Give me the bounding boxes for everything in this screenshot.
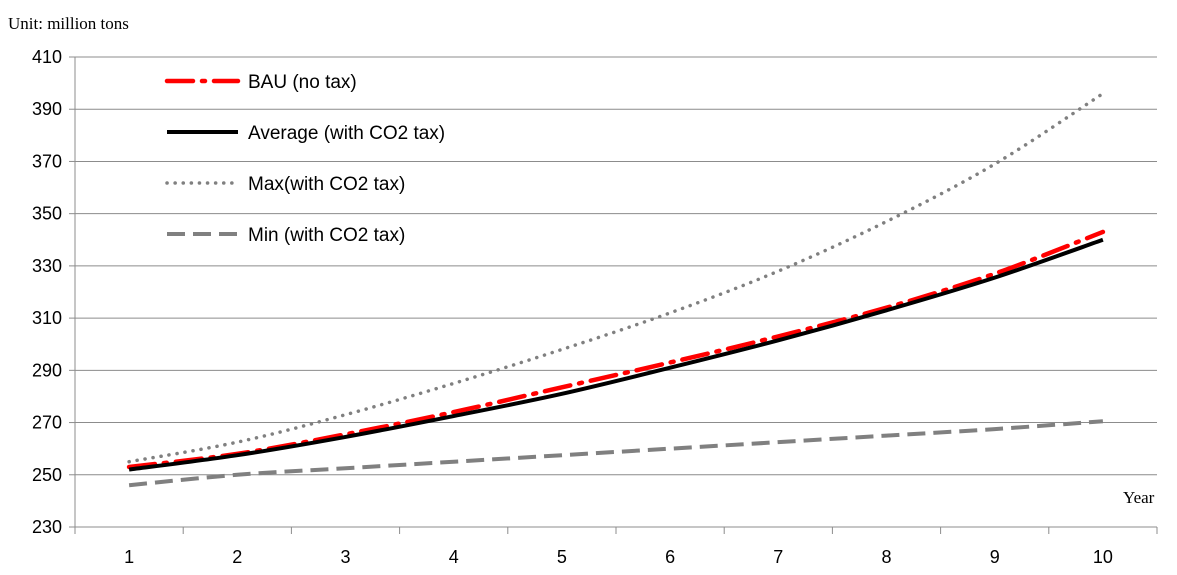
y-tick-label-410: 410 bbox=[32, 47, 62, 67]
y-tick-label-370: 370 bbox=[32, 151, 62, 171]
y-tick-label-230: 230 bbox=[32, 517, 62, 537]
x-axis-label: Year bbox=[1123, 488, 1155, 507]
x-tick-label-6: 6 bbox=[665, 547, 675, 567]
x-tick-label-4: 4 bbox=[449, 547, 459, 567]
x-tick-label-5: 5 bbox=[557, 547, 567, 567]
legend-label-2: Max(with CO2 tax) bbox=[248, 174, 405, 195]
x-tick-label-8: 8 bbox=[881, 547, 891, 567]
y-tick-label-330: 330 bbox=[32, 256, 62, 276]
legend-label-0: BAU (no tax) bbox=[248, 72, 357, 93]
series-lines bbox=[126, 91, 1106, 488]
x-tick-label-3: 3 bbox=[340, 547, 350, 567]
series-line-3 bbox=[128, 419, 1104, 488]
x-tick-label-2: 2 bbox=[232, 547, 242, 567]
y-tick-labels: 230 250 270 290 310 330 350 370 390 410 bbox=[32, 47, 62, 537]
y-tick-label-290: 290 bbox=[32, 360, 62, 380]
legend-label-1: Average (with CO2 tax) bbox=[248, 123, 445, 144]
x-tick-label-10: 10 bbox=[1093, 547, 1113, 567]
x-tick-label-9: 9 bbox=[990, 547, 1000, 567]
y-tick-label-310: 310 bbox=[32, 308, 62, 328]
series-line-2 bbox=[127, 91, 1105, 464]
y-tick-label-390: 390 bbox=[32, 99, 62, 119]
legend-label-3: Min (with CO2 tax) bbox=[248, 225, 405, 246]
y-tick-label-270: 270 bbox=[32, 413, 62, 433]
x-tick-labels: 1 2 3 4 5 6 7 8 9 10 bbox=[124, 547, 1113, 567]
series-line-1 bbox=[128, 237, 1104, 472]
y-tick-label-250: 250 bbox=[32, 465, 62, 485]
x-tick-label-7: 7 bbox=[773, 547, 783, 567]
x-tick-label-1: 1 bbox=[124, 547, 134, 567]
axes bbox=[69, 56, 1158, 534]
series-line-0 bbox=[126, 229, 1106, 470]
unit-label: Unit: million tons bbox=[8, 14, 129, 33]
y-tick-label-350: 350 bbox=[32, 204, 62, 224]
legend: BAU (no tax) Average (with CO2 tax) Max(wi… bbox=[164, 72, 445, 246]
gridlines bbox=[75, 56, 1157, 476]
